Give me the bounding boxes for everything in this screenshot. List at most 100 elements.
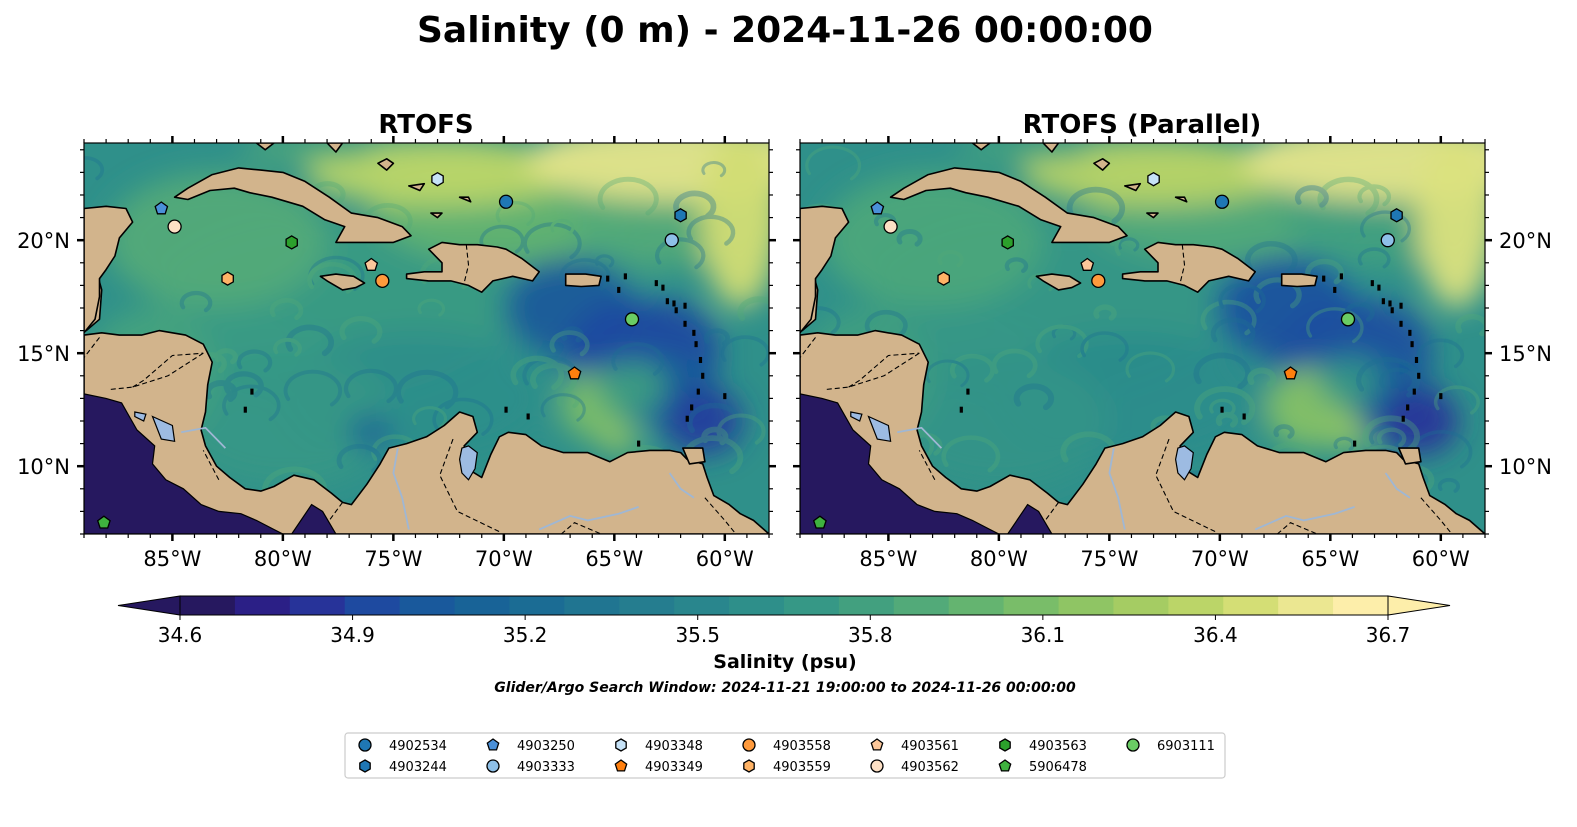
colorbar-tick-label: 35.8 [848,623,893,647]
eddy-swirl [655,237,706,270]
station-4903559 [221,271,234,286]
land-puertoRico [1280,273,1318,288]
island [665,298,669,305]
colorbar-segment [180,596,236,615]
colorbar-frame [179,595,1389,616]
eddy-swirl [417,298,446,317]
eddy-swirl [1093,304,1117,321]
eddy-swirl [1035,324,1089,359]
country-border [1155,438,1216,533]
eddy-swirl [236,349,273,373]
eddy-swirl [1273,424,1295,439]
salinity-patch [1319,355,1382,406]
colorbar-segment [1168,596,1224,615]
gulf-of-panama [1006,503,1053,534]
station-6903111 [1340,312,1356,327]
eddy-swirl [432,397,494,436]
salinity-patch [349,414,394,451]
eddy-swirl [991,348,1038,379]
station-4903559 [937,271,950,286]
eddy-swirl [560,326,584,343]
land-bahamas3 [407,182,426,192]
eddy-swirl [214,348,238,365]
island [683,320,687,327]
eddy-swirl [1357,247,1391,269]
legend-label: 6903111 [1157,739,1215,754]
salinity-field [84,143,769,489]
eddy-swirl [1360,210,1412,243]
station-4903348 [1147,171,1160,187]
station-4902534 [1214,194,1230,209]
river [392,447,410,530]
island [1370,280,1374,287]
salinity-patch [888,353,1110,489]
country-border [1276,522,1318,534]
colorbar-tick-label: 36.4 [1193,623,1238,647]
eddy-swirl [540,393,586,422]
legend-marker [359,759,371,773]
colorbar-segment [399,596,456,615]
country-border [826,352,920,390]
island [1339,273,1343,280]
eddy-swirl [204,380,238,403]
salinity-patch [596,359,668,415]
station-4903348 [431,171,444,187]
eddy-swirl [1294,185,1329,208]
eddy-swirl [1125,351,1176,383]
river [1384,472,1411,499]
legend-label: 4902534 [389,739,447,754]
map-content [800,143,1485,534]
island [1390,307,1394,314]
lon-tick-label: 85°W [143,547,201,571]
colorbar-segment [289,596,346,615]
colorbar-segment [234,596,291,615]
legend-marker [614,759,628,772]
island [661,284,665,291]
land-yucatanTop [84,205,134,334]
legend-marker [742,738,756,752]
eddy-swirl [285,324,335,357]
legend-marker [486,738,500,751]
land-caicos [458,196,472,203]
station-4903558 [375,273,390,289]
lon-tick-label: 70°W [475,547,533,571]
legend-marker [999,738,1011,752]
country-border [704,497,737,534]
station-6903111 [624,312,640,327]
eddy-swirl [1013,383,1055,411]
land-cuba [173,167,412,244]
country-border [84,337,100,359]
legend-label: 4903244 [389,760,447,775]
eddy-swirl [1378,367,1417,392]
eddy-swirl [1433,385,1480,415]
map-frame [83,142,770,535]
island [1410,341,1414,348]
eddy-swirl [1455,313,1485,337]
island [504,406,508,413]
land-puertoRico [564,273,602,288]
panel-title: RTOFS (Parallel) [1023,110,1262,140]
station-4903333 [664,233,679,248]
colorbar-tick-label: 36.7 [1366,623,1411,647]
eddy-swirl [1244,240,1298,275]
eddy-swirl [1333,436,1355,451]
station-5906478 [812,515,827,529]
legend: 4902534 4903244 4903250 4903333 4903348 49033… [344,732,1226,779]
eddy-swirl [1080,331,1129,362]
lon-tick-label: 80°W [970,547,1028,571]
eddy-swirl [1356,356,1421,398]
station-4903250 [870,201,885,215]
eddy-swirl [1357,184,1392,207]
country-border [439,438,500,533]
eddy-swirl [1004,257,1029,274]
river [181,426,227,449]
land-bahamas2 [1093,158,1111,171]
eddy-swirl [597,176,659,216]
colorbar-segment [1003,596,1060,615]
station-4903244 [1390,208,1403,223]
lake-nicaragua [867,415,892,443]
salinity-patch [662,387,743,455]
island [243,406,247,413]
station-4903333 [1380,233,1395,248]
eddy-swirl [716,413,766,445]
